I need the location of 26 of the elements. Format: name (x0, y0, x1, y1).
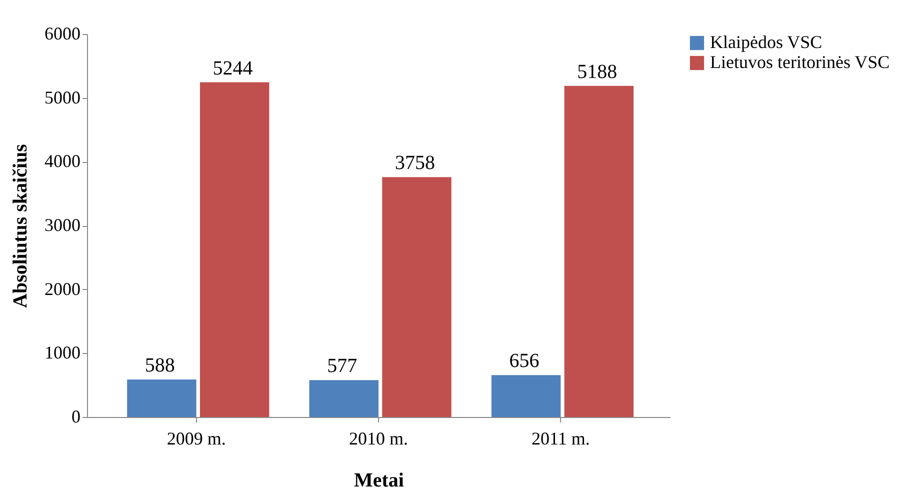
y-tick-label: 1000 (44, 342, 80, 363)
bar (382, 177, 452, 417)
data-label: 577 (327, 355, 358, 378)
x-tick-label: 2011 m. (532, 428, 590, 448)
data-label: 5188 (577, 60, 618, 83)
y-axis-title: Absoliutus skaičius (10, 144, 32, 308)
data-label: 5244 (212, 57, 253, 80)
y-tick-label: 4000 (44, 151, 80, 172)
bar (564, 86, 634, 417)
x-axis-title: Metai (354, 470, 404, 492)
legend-label: Klaipėdos VSC (710, 32, 822, 52)
y-tick-label: 6000 (44, 24, 80, 44)
data-label: 3758 (394, 152, 435, 174)
data-label: 588 (144, 354, 175, 376)
bar (491, 375, 561, 417)
x-tick-label: 2010 m. (348, 428, 408, 448)
bar (127, 379, 196, 417)
y-tick-label: 0 (72, 406, 80, 426)
x-tick-label: 2009 m. (166, 428, 226, 448)
data-label: 656 (509, 350, 540, 372)
bar (200, 82, 270, 417)
y-tick-label: 2000 (44, 278, 80, 299)
bar (309, 380, 378, 417)
y-tick-label: 3000 (44, 215, 80, 235)
legend-label: Lietuvos teritorinės VSC (710, 52, 890, 72)
y-tick-label: 5000 (44, 87, 80, 108)
